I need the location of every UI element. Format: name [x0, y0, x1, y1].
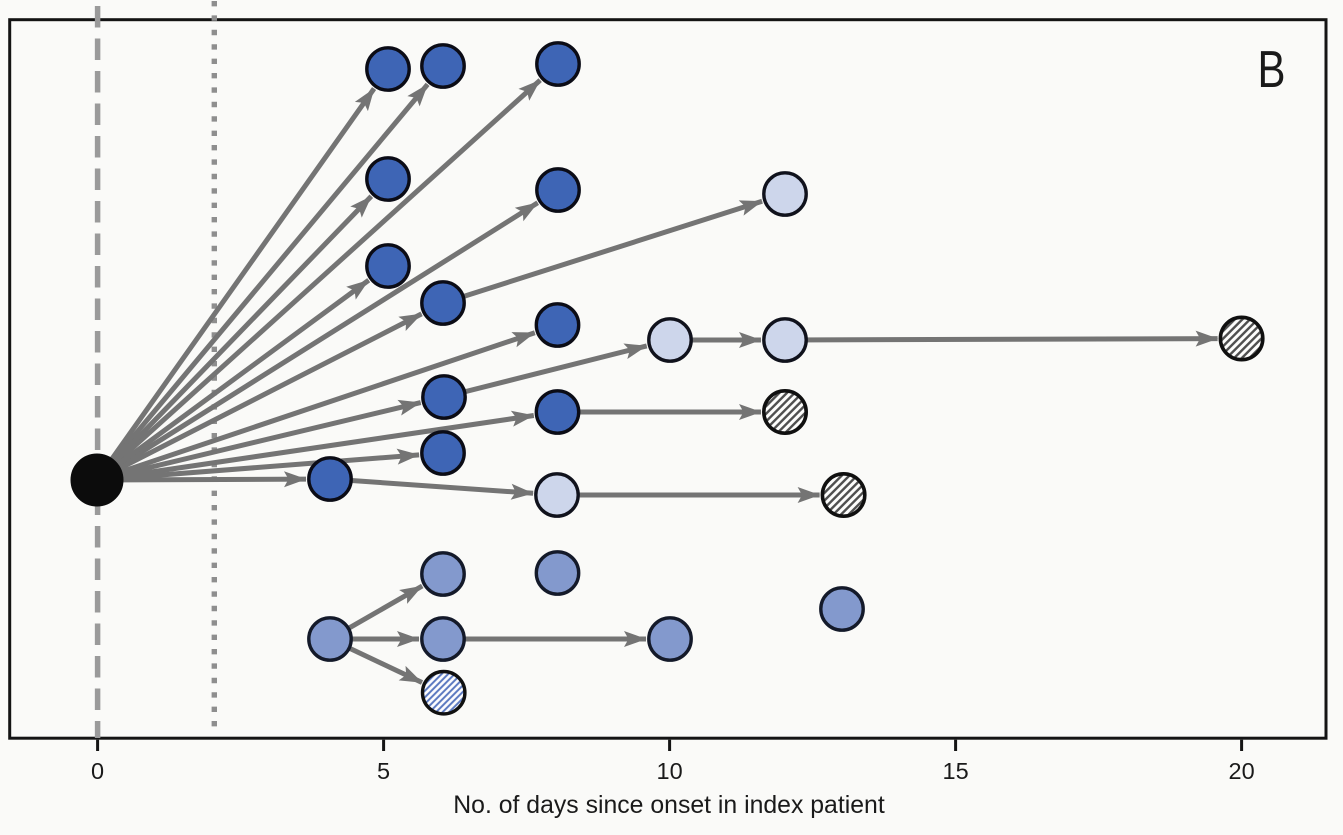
svg-text:20: 20 — [1229, 758, 1255, 784]
svg-text:0: 0 — [91, 758, 104, 784]
svg-text:B: B — [1258, 41, 1286, 99]
svg-text:5: 5 — [377, 758, 390, 784]
svg-text:No. of days since onset in ind: No. of days since onset in index patient — [453, 792, 885, 819]
svg-text:15: 15 — [943, 758, 969, 784]
svg-text:10: 10 — [657, 758, 683, 784]
